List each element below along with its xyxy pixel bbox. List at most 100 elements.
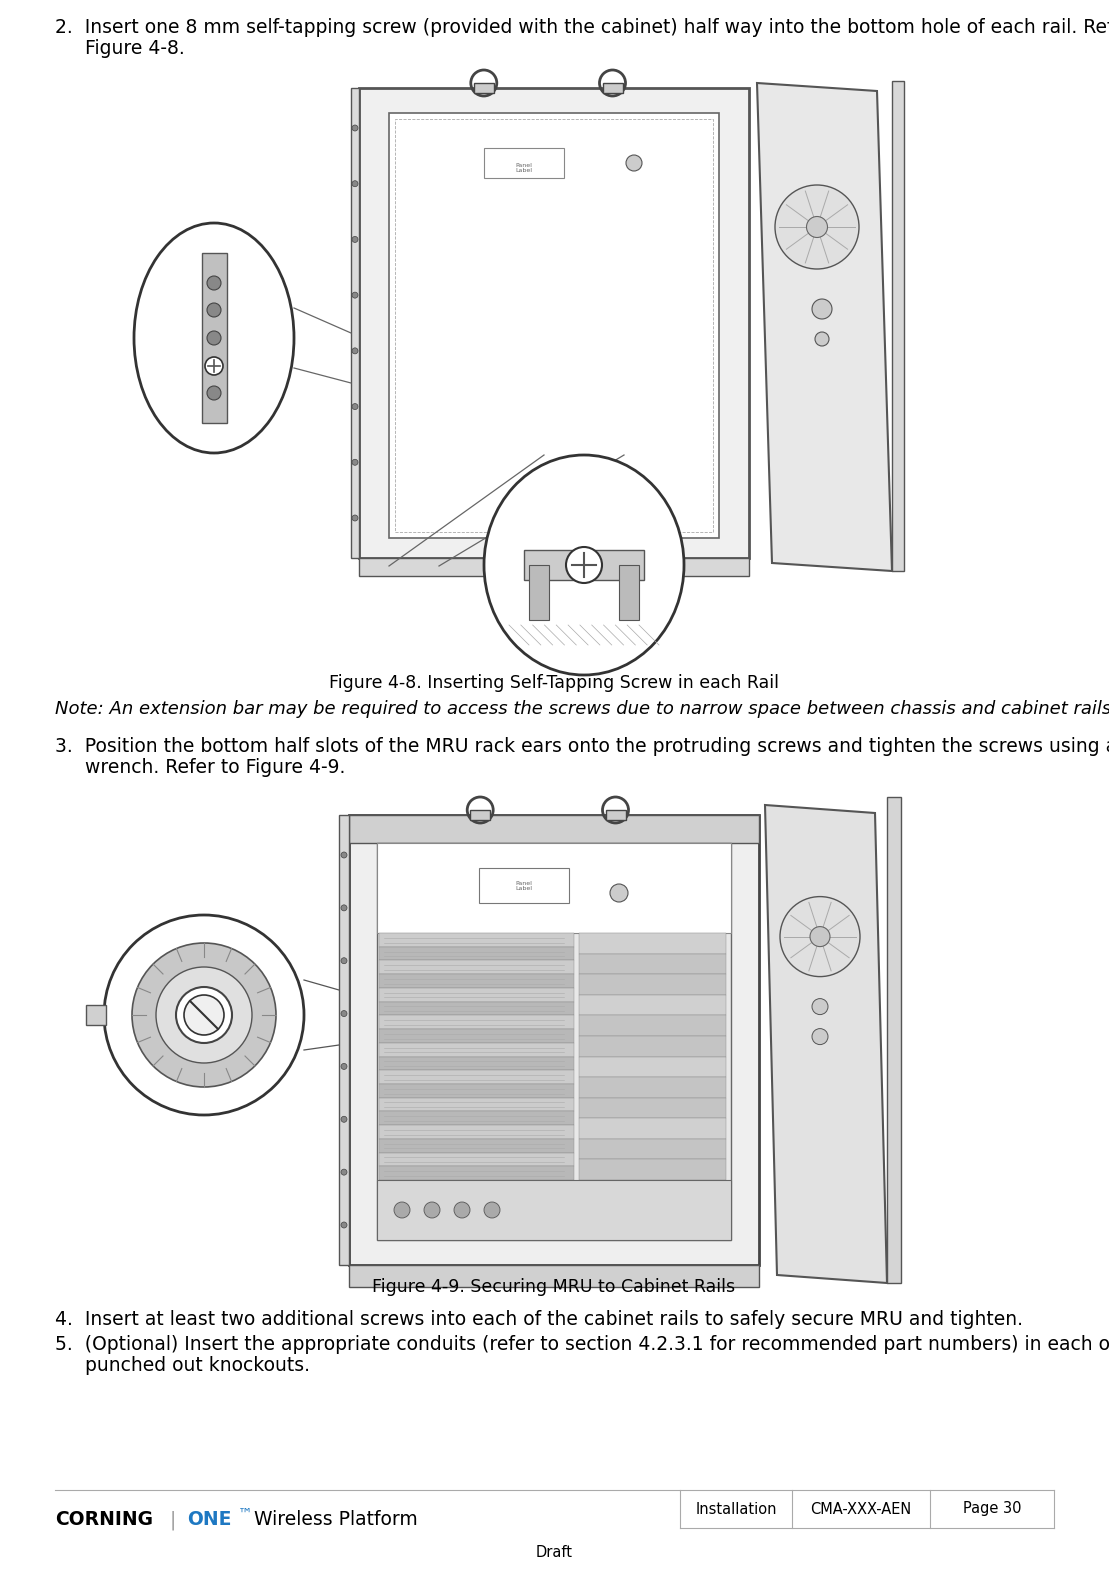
Circle shape [340, 1010, 347, 1016]
Bar [892, 82, 904, 570]
Bar [579, 1159, 726, 1180]
Bar [379, 1029, 574, 1043]
Circle shape [812, 999, 828, 1015]
Circle shape [340, 958, 347, 963]
Circle shape [340, 851, 347, 858]
Circle shape [352, 515, 358, 522]
Circle shape [207, 303, 221, 317]
Circle shape [340, 1169, 347, 1175]
Circle shape [352, 292, 358, 298]
Text: Panel
Label: Panel Label [516, 881, 532, 891]
Bar [379, 1153, 574, 1166]
Bar [349, 1265, 759, 1287]
Polygon shape [757, 83, 892, 570]
Bar [479, 869, 569, 903]
Circle shape [775, 185, 859, 269]
Circle shape [352, 236, 358, 242]
Circle shape [352, 404, 358, 410]
Text: ONE: ONE [187, 1510, 232, 1529]
Bar [87, 1005, 106, 1024]
Circle shape [207, 360, 221, 372]
Circle shape [484, 1202, 500, 1218]
Text: 4.  Insert at least two additional screws into each of the cabinet rails to safe: 4. Insert at least two additional screws… [55, 1310, 1022, 1329]
Circle shape [340, 1222, 347, 1229]
Circle shape [132, 943, 276, 1087]
Bar [619, 566, 639, 621]
Bar [379, 1070, 574, 1084]
Bar [379, 1111, 574, 1125]
Bar [379, 960, 574, 974]
Text: Note: An extension bar may be required to access the screws due to narrow space : Note: An extension bar may be required t… [55, 701, 1109, 718]
Circle shape [610, 884, 628, 902]
Bar [379, 1015, 574, 1029]
Bar [579, 1078, 726, 1098]
Text: Figure 4-9. Securing MRU to Cabinet Rails: Figure 4-9. Securing MRU to Cabinet Rail… [373, 1277, 735, 1296]
Polygon shape [765, 804, 887, 1284]
Text: CMA-XXX-AEN: CMA-XXX-AEN [811, 1502, 912, 1516]
Circle shape [340, 905, 347, 911]
Bar [379, 933, 574, 947]
Bar [377, 1180, 731, 1240]
Bar [379, 1139, 574, 1153]
Bar [579, 1015, 726, 1035]
Circle shape [812, 1029, 828, 1045]
Bar [470, 811, 490, 820]
Circle shape [424, 1202, 440, 1218]
Bar [379, 1098, 574, 1111]
Bar [379, 947, 574, 960]
Text: punched out knockouts.: punched out knockouts. [55, 1356, 311, 1375]
Circle shape [352, 126, 358, 130]
Text: ™: ™ [238, 1507, 253, 1522]
Circle shape [454, 1202, 470, 1218]
Circle shape [566, 547, 602, 583]
Circle shape [352, 347, 358, 353]
Text: Panel
Label: Panel Label [516, 163, 532, 173]
Bar [579, 1119, 726, 1139]
Circle shape [780, 897, 859, 977]
Circle shape [176, 987, 232, 1043]
Bar [579, 1098, 726, 1119]
Bar [474, 83, 494, 93]
Bar [579, 974, 726, 994]
Bar [349, 815, 759, 844]
Bar [349, 815, 759, 1265]
Circle shape [340, 1117, 347, 1122]
Circle shape [806, 217, 827, 237]
Circle shape [810, 927, 830, 947]
Text: Page 30: Page 30 [963, 1502, 1021, 1516]
Text: 2.  Insert one 8 mm self-tapping screw (provided with the cabinet) half way into: 2. Insert one 8 mm self-tapping screw (p… [55, 17, 1109, 38]
Bar [395, 119, 713, 533]
Circle shape [340, 1064, 347, 1070]
Bar [379, 1002, 574, 1015]
Bar [352, 88, 359, 558]
Bar [379, 974, 574, 988]
Text: CORNING: CORNING [55, 1510, 153, 1529]
Bar [377, 844, 731, 933]
Bar [379, 1166, 574, 1180]
Circle shape [812, 298, 832, 319]
Bar [339, 815, 349, 1265]
Bar [202, 253, 227, 423]
Circle shape [625, 156, 642, 171]
Circle shape [207, 386, 221, 401]
Bar [579, 994, 726, 1015]
Bar [379, 1084, 574, 1098]
Text: Figure 4-8.: Figure 4-8. [55, 39, 185, 58]
Bar [579, 1035, 726, 1057]
Circle shape [352, 181, 358, 187]
Bar [579, 1057, 726, 1078]
Text: Installation: Installation [695, 1502, 776, 1516]
Bar [389, 113, 719, 537]
Circle shape [205, 357, 223, 375]
Text: Figure 4-8. Inserting Self-Tapping Screw in each Rail: Figure 4-8. Inserting Self-Tapping Screw… [329, 674, 779, 691]
Circle shape [156, 968, 252, 1064]
Bar [379, 1057, 574, 1070]
Bar [602, 83, 622, 93]
Bar [484, 148, 564, 178]
Text: 5.  (Optional) Insert the appropriate conduits (refer to section 4.2.3.1 for rec: 5. (Optional) Insert the appropriate con… [55, 1335, 1109, 1354]
Bar [359, 88, 749, 558]
Circle shape [104, 914, 304, 1115]
Text: 3.  Position the bottom half slots of the MRU rack ears onto the protruding scre: 3. Position the bottom half slots of the… [55, 737, 1109, 756]
Circle shape [352, 459, 358, 465]
Bar [887, 796, 901, 1284]
